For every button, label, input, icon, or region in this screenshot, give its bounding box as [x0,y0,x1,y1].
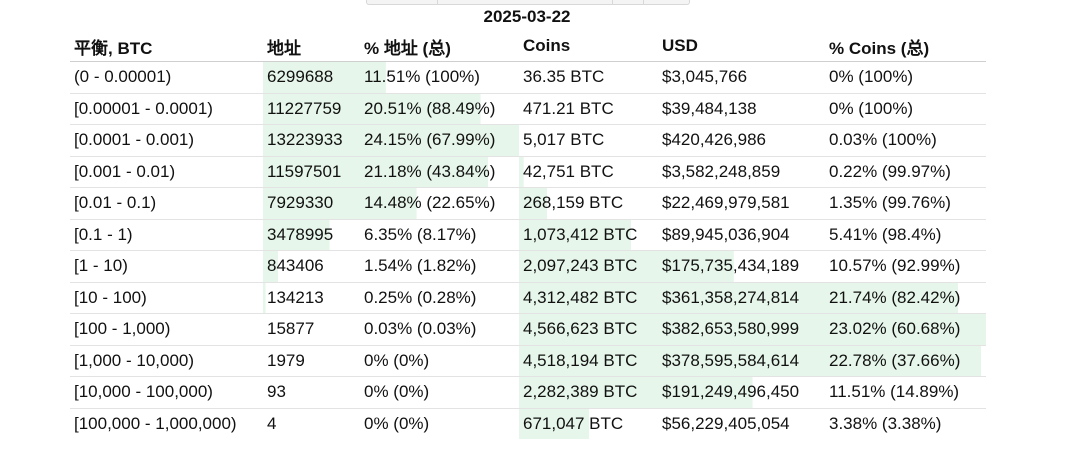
cell-balance-range: [10 - 100) [70,282,263,314]
cell-coins-pct: 1.35% (99.76%) [825,187,986,220]
cell-balance-range: [0.01 - 0.1) [70,187,263,220]
col-header-balance[interactable]: 平衡, BTC [70,31,263,62]
cell-address-count: 11597501 [263,156,360,188]
toolbar-divider [437,0,438,4]
toolbar-divider [612,0,613,4]
cell-balance-range: [10,000 - 100,000) [70,376,263,409]
cell-coins-pct: 0.03% (100%) [825,124,986,157]
cell-coins-pct: 0% (100%) [825,61,986,94]
cell-usd: $175,735,434,189 [658,250,825,283]
cell-coins: 42,751 BTC [519,156,658,188]
cell-coins-pct: 0.22% (99.97%) [825,156,986,188]
cell-coins-pct: 0% (100%) [825,93,986,125]
cell-usd: $361,358,274,814 [658,282,825,314]
table-row: [10,000 - 100,000) 93 0% (0%) 2,282,389 BTC… [70,376,986,409]
table-header-row: 平衡, BTC 地址 % 地址 (总) Coins USD % Coins (总… [70,31,986,62]
cell-address-count: 1979 [263,345,360,377]
cell-address-count: 6299688 [263,61,360,94]
cell-usd: $89,945,036,904 [658,219,825,251]
cell-coins: 4,566,623 BTC [519,313,658,346]
cell-usd: $191,249,496,450 [658,376,825,409]
cell-coins: 4,518,194 BTC [519,345,658,377]
cell-balance-range: [100 - 1,000) [70,313,263,346]
cell-usd: $382,653,580,999 [658,313,825,346]
cell-address-count: 15877 [263,313,360,346]
cell-coins: 1,073,412 BTC [519,219,658,251]
cell-balance-range: (0 - 0.00001) [70,61,263,94]
cell-coins-pct: 10.57% (92.99%) [825,250,986,283]
cell-coins-pct: 21.74% (82.42%) [825,282,986,314]
cell-address-pct: 0% (0%) [360,345,519,377]
toolbar-divider [643,0,644,4]
cell-balance-range: [1,000 - 10,000) [70,345,263,377]
distribution-table: 平衡, BTC 地址 % 地址 (总) Coins USD % Coins (总… [70,31,986,439]
cell-coins: 36.35 BTC [519,61,658,94]
cell-address-pct: 0.03% (0.03%) [360,313,519,346]
cell-balance-range: [0.0001 - 0.001) [70,124,263,157]
table-row: (0 - 0.00001) 6299688 11.51% (100%) 36.35 B… [70,61,986,94]
cell-coins: 471.21 BTC [519,93,658,125]
cell-balance-range: [0.001 - 0.01) [70,156,263,188]
cell-usd: $3,582,248,859 [658,156,825,188]
cell-usd: $420,426,986 [658,124,825,157]
cell-address-pct: 24.15% (67.99%) [360,124,519,157]
toolbar-strip [366,0,690,5]
cell-coins: 4,312,482 BTC [519,282,658,314]
cell-address-pct: 6.35% (8.17%) [360,219,519,251]
cell-address-pct: 1.54% (1.82%) [360,250,519,283]
cell-usd: $378,595,584,614 [658,345,825,377]
cell-coins-pct: 5.41% (98.4%) [825,219,986,251]
table-row: [0.001 - 0.01) 11597501 21.18% (43.84%) 42,… [70,156,986,188]
cell-address-count: 11227759 [263,93,360,125]
cell-balance-range: [0.1 - 1) [70,219,263,251]
table-row: [10 - 100) 134213 0.25% (0.28%) 4,312,482 B… [70,282,986,314]
col-header-usd[interactable]: USD [658,31,825,62]
cell-address-pct: 14.48% (22.65%) [360,187,519,220]
cell-coins-pct: 22.78% (37.66%) [825,345,986,377]
cell-address-pct: 0% (0%) [360,408,519,439]
cell-address-count: 7929330 [263,187,360,220]
table-row: [0.00001 - 0.0001) 11227759 20.51% (88.49%… [70,93,986,125]
cell-address-count: 93 [263,376,360,409]
cell-address-count: 843406 [263,250,360,283]
cell-coins: 2,097,243 BTC [519,250,658,283]
col-header-coins[interactable]: Coins [519,31,658,62]
cell-balance-range: [100,000 - 1,000,000) [74,413,237,433]
table-row: [1,000 - 10,000) 1979 0% (0%) 4,518,194 BTC… [70,345,986,377]
cell-address-count: 3478995 [263,219,360,251]
cell-coins-pct: 11.51% (14.89%) [825,376,986,409]
cell-address-pct: 20.51% (88.49%) [360,93,519,125]
cell-usd: $39,484,138 [658,93,825,125]
cell-coins: 671,047 BTC [519,408,658,439]
table-row: [0.0001 - 0.001) 13223933 24.15% (67.99%) 5… [70,124,986,157]
table-row: [1 - 10) 843406 1.54% (1.82%) 2,097,243 BTC… [70,250,986,283]
cell-address-pct: 0% (0%) [360,376,519,409]
cell-coins: 5,017 BTC [519,124,658,157]
cell-coins-pct: 23.02% (60.68%) [825,313,986,346]
cell-address-pct: 11.51% (100%) [360,61,519,94]
col-header-address-pct[interactable]: % 地址 (总) [360,31,519,62]
table-row: [100,000 - 1,000,000) 4 0% (0%) 671,047 BTC… [70,408,986,439]
cell-balance-range: [1 - 10) [70,250,263,283]
cell-address-count: 13223933 [263,124,360,157]
col-header-coins-pct[interactable]: % Coins (总) [825,31,986,62]
cell-address-count: 4 [263,408,360,439]
cell-balance-range: [0.00001 - 0.0001) [70,93,263,125]
cell-coins-pct: 3.38% (3.38%) [825,408,986,439]
date-heading: 2025-03-22 [483,7,571,26]
cell-coins: 2,282,389 BTC [519,376,658,409]
cell-coins: 268,159 BTC [519,187,658,220]
cell-usd: $56,229,405,054 [658,408,825,439]
cell-address-count: 134213 [263,282,360,314]
cell-address-pct: 0.25% (0.28%) [360,282,519,314]
cell-address-pct: 21.18% (43.84%) [360,156,519,188]
cell-usd: $22,469,979,581 [658,187,825,220]
table-row: [0.1 - 1) 3478995 6.35% (8.17%) 1,073,412 B… [70,219,986,251]
table-row: [100 - 1,000) 15877 0.03% (0.03%) 4,566,623… [70,313,986,346]
cell-usd: $3,045,766 [658,61,825,94]
col-header-addresses[interactable]: 地址 [263,31,360,62]
table-row: [0.01 - 0.1) 7929330 14.48% (22.65%) 268,15… [70,187,986,220]
